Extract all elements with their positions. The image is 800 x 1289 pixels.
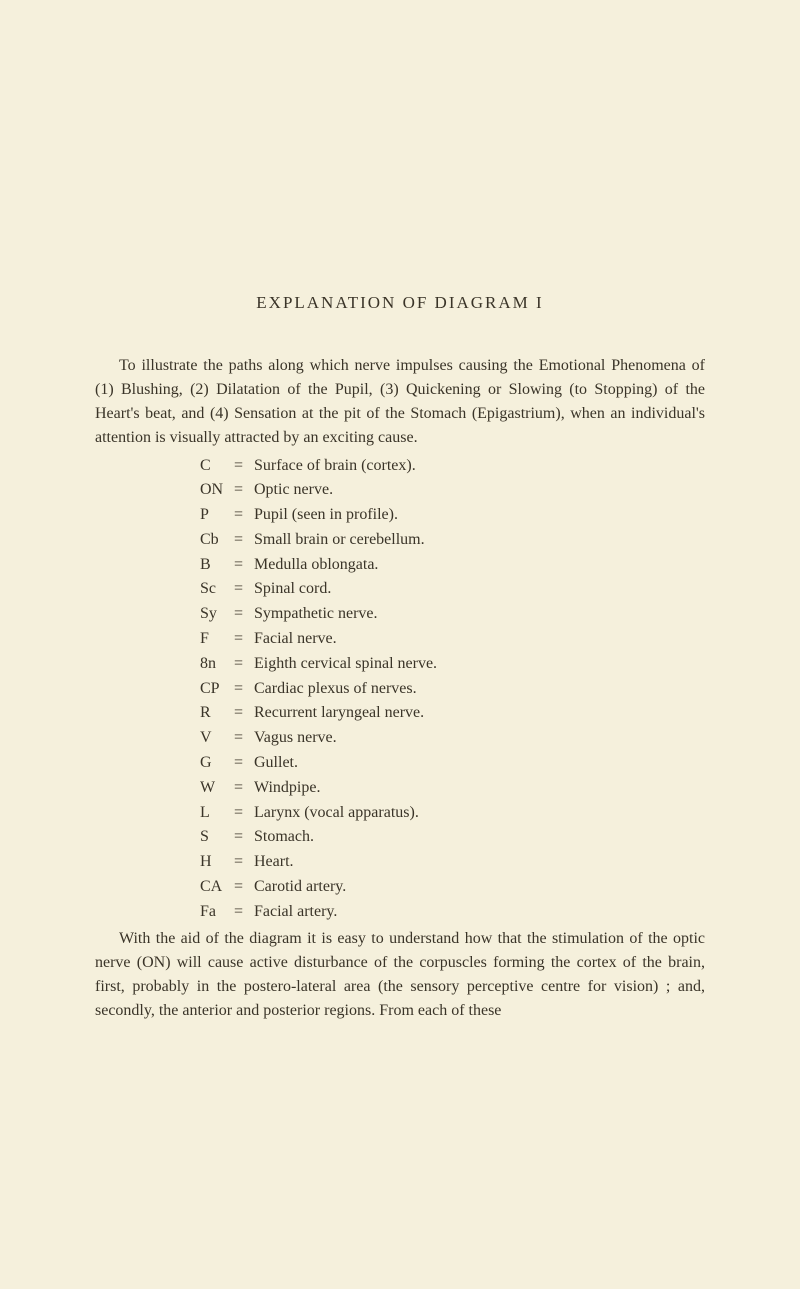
def-text: Surface of brain (cortex).	[254, 454, 705, 479]
def-symbol: P	[200, 503, 234, 528]
def-text: Windpipe.	[254, 776, 705, 801]
def-equals: =	[234, 900, 254, 925]
definition-row: P=Pupil (seen in profile).	[200, 503, 705, 528]
definition-row: Cb=Small brain or cerebellum.	[200, 528, 705, 553]
definition-row: H=Heart.	[200, 850, 705, 875]
definition-row: 8n=Eighth cervical spinal nerve.	[200, 652, 705, 677]
def-equals: =	[234, 503, 254, 528]
def-text: Cardiac plexus of nerves.	[254, 677, 705, 702]
def-text: Optic nerve.	[254, 478, 705, 503]
def-equals: =	[234, 478, 254, 503]
definition-row: B=Medulla oblongata.	[200, 553, 705, 578]
def-equals: =	[234, 701, 254, 726]
def-text: Larynx (vocal apparatus).	[254, 801, 705, 826]
def-symbol: H	[200, 850, 234, 875]
def-equals: =	[234, 454, 254, 479]
definition-row: S=Stomach.	[200, 825, 705, 850]
definition-row: C=Surface of brain (cortex).	[200, 454, 705, 479]
definition-row: R=Recurrent laryngeal nerve.	[200, 701, 705, 726]
def-symbol: R	[200, 701, 234, 726]
def-equals: =	[234, 751, 254, 776]
definition-row: CA=Carotid artery.	[200, 875, 705, 900]
def-symbol: B	[200, 553, 234, 578]
definition-row: F=Facial nerve.	[200, 627, 705, 652]
def-symbol: L	[200, 801, 234, 826]
closing-paragraph: With the aid of the diagram it is easy t…	[95, 927, 705, 1023]
def-text: Heart.	[254, 850, 705, 875]
definition-row: V=Vagus nerve.	[200, 726, 705, 751]
def-symbol: Sc	[200, 577, 234, 602]
definitions-list: C=Surface of brain (cortex). ON=Optic ne…	[95, 454, 705, 925]
def-text: Facial artery.	[254, 900, 705, 925]
def-text: Spinal cord.	[254, 577, 705, 602]
def-text: Sympathetic nerve.	[254, 602, 705, 627]
def-equals: =	[234, 850, 254, 875]
def-equals: =	[234, 677, 254, 702]
definition-row: G=Gullet.	[200, 751, 705, 776]
def-equals: =	[234, 726, 254, 751]
def-equals: =	[234, 875, 254, 900]
def-symbol: G	[200, 751, 234, 776]
definition-row: CP=Cardiac plexus of nerves.	[200, 677, 705, 702]
definition-row: W=Windpipe.	[200, 776, 705, 801]
def-equals: =	[234, 602, 254, 627]
def-text: Facial nerve.	[254, 627, 705, 652]
def-symbol: S	[200, 825, 234, 850]
definition-row: ON=Optic nerve.	[200, 478, 705, 503]
definition-row: Sy=Sympathetic nerve.	[200, 602, 705, 627]
definition-row: Fa=Facial artery.	[200, 900, 705, 925]
def-symbol: C	[200, 454, 234, 479]
def-equals: =	[234, 577, 254, 602]
def-equals: =	[234, 801, 254, 826]
def-equals: =	[234, 776, 254, 801]
def-equals: =	[234, 825, 254, 850]
definition-row: L=Larynx (vocal apparatus).	[200, 801, 705, 826]
def-text: Eighth cervical spinal nerve.	[254, 652, 705, 677]
def-text: Pupil (seen in profile).	[254, 503, 705, 528]
definition-row: Sc=Spinal cord.	[200, 577, 705, 602]
def-text: Recurrent laryngeal nerve.	[254, 701, 705, 726]
def-text: Stomach.	[254, 825, 705, 850]
def-equals: =	[234, 627, 254, 652]
def-text: Vagus nerve.	[254, 726, 705, 751]
def-text: Medulla oblongata.	[254, 553, 705, 578]
def-symbol: 8n	[200, 652, 234, 677]
def-text: Gullet.	[254, 751, 705, 776]
def-symbol: CA	[200, 875, 234, 900]
def-equals: =	[234, 553, 254, 578]
def-symbol: Sy	[200, 602, 234, 627]
page-title: EXPLANATION OF DIAGRAM I	[95, 290, 705, 316]
def-symbol: CP	[200, 677, 234, 702]
def-symbol: ON	[200, 478, 234, 503]
def-symbol: F	[200, 627, 234, 652]
intro-paragraph: To illustrate the paths along which nerv…	[95, 354, 705, 450]
def-text: Small brain or cerebellum.	[254, 528, 705, 553]
def-symbol: Fa	[200, 900, 234, 925]
def-equals: =	[234, 528, 254, 553]
def-equals: =	[234, 652, 254, 677]
def-symbol: Cb	[200, 528, 234, 553]
def-symbol: V	[200, 726, 234, 751]
def-text: Carotid artery.	[254, 875, 705, 900]
def-symbol: W	[200, 776, 234, 801]
